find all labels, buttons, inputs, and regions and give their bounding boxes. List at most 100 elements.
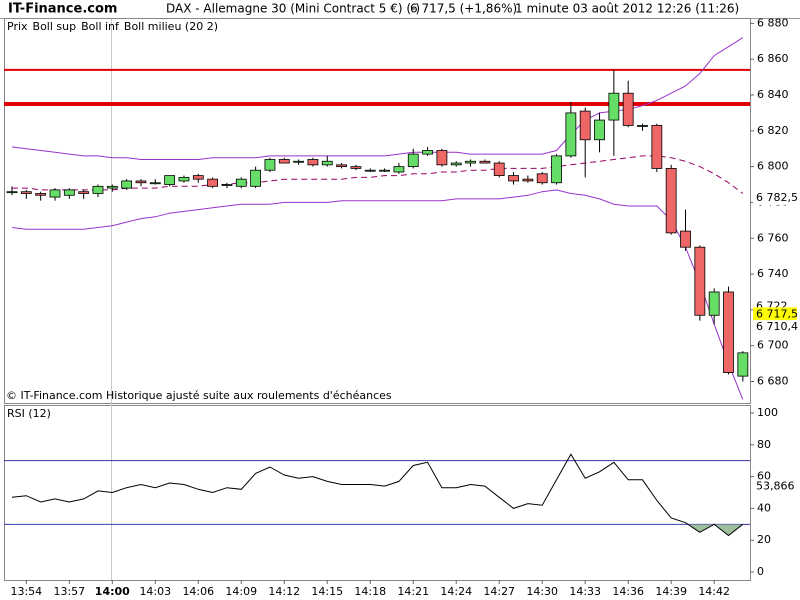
candle-body	[637, 125, 648, 127]
legend-entry: Boll inf	[81, 20, 120, 33]
x-tick-label: 14:12	[268, 585, 300, 598]
y-tick-label: 6 880	[757, 16, 789, 29]
candle-body	[565, 112, 577, 157]
candle-body	[622, 92, 634, 126]
candle-body	[192, 175, 204, 180]
value-tag-box	[753, 320, 797, 335]
candle-body	[465, 160, 476, 164]
value-tag-box	[753, 479, 797, 494]
x-tick-label: 14:00	[95, 585, 130, 598]
candle-body	[221, 184, 233, 186]
y-tick-label: 6 840	[757, 88, 789, 101]
value-tag-box	[753, 307, 797, 322]
candle-body	[235, 178, 247, 187]
candle-body	[407, 153, 419, 168]
y-tick-label: 6 860	[757, 52, 789, 65]
candle-body	[379, 169, 390, 172]
candle-body	[651, 125, 663, 169]
x-tick-label: 14:33	[569, 585, 601, 598]
rsi-line	[11, 453, 744, 537]
x-tick-label: 14:06	[182, 585, 214, 598]
candle-body	[63, 189, 75, 196]
bollinger-line	[11, 189, 744, 400]
x-tick-label: 13:57	[53, 585, 85, 598]
price-info: 6 717,5 (+1,86%)	[410, 2, 517, 16]
x-tick-label: 14:24	[440, 585, 472, 598]
candle-body	[708, 291, 720, 316]
x-tick-label: 14:30	[526, 585, 558, 598]
candle-body	[178, 176, 190, 182]
candle-body	[164, 175, 176, 185]
rsi-panel	[4, 405, 751, 581]
y-tick-label: 6 820	[757, 124, 789, 137]
y-tick-label: 60	[757, 470, 771, 483]
candle-body	[250, 169, 262, 187]
x-tick-label: 14:03	[139, 585, 171, 598]
x-tick-label: 14:15	[311, 585, 343, 598]
candle-body	[551, 155, 562, 184]
chart-title: DAX - Allemagne 30 (Mini Contract 5 €) (…	[166, 2, 420, 16]
x-tick-label: 14:27	[483, 585, 515, 598]
legend-entry: Boll sup	[33, 20, 77, 33]
candle-body	[522, 178, 534, 182]
candle-body	[665, 168, 677, 234]
candle-body	[694, 246, 706, 316]
candle-body	[6, 191, 18, 194]
candle-body	[594, 119, 605, 141]
value-tag: 53,866	[756, 479, 795, 492]
candle-body	[737, 352, 749, 377]
legend-entry: Boll milieu (20 2)	[124, 20, 218, 33]
y-tick-label: 80	[757, 438, 771, 451]
candle-body	[436, 150, 448, 166]
rsi-title: RSI (12)	[7, 407, 51, 420]
candle-body	[508, 175, 519, 182]
y-tick-label: 20	[757, 533, 771, 546]
candle-body	[121, 180, 133, 189]
candle-body	[78, 191, 90, 194]
candle-body	[49, 189, 61, 198]
y-tick-label: 6 740	[757, 267, 789, 280]
y-tick-label: 6 700	[757, 339, 789, 352]
candle-body	[450, 162, 462, 166]
candle-body	[278, 159, 290, 164]
candle-body	[92, 185, 104, 194]
candle-body	[336, 164, 347, 168]
candle-body	[680, 230, 691, 248]
candle-body	[149, 182, 161, 185]
candle-body	[536, 173, 548, 184]
candle-body	[493, 162, 505, 176]
candle-body	[35, 193, 47, 196]
candle-body	[393, 166, 405, 173]
price-panel	[4, 18, 751, 404]
candle-body	[608, 92, 620, 121]
candle-body	[364, 169, 376, 172]
candle-body	[207, 178, 219, 187]
legend-entry: Prix	[7, 20, 28, 33]
candle-body	[307, 159, 319, 166]
chart-note: © IT-Finance.com Historique ajusté suite…	[6, 389, 392, 402]
bollinger-line	[11, 37, 744, 160]
bollinger-line	[12, 155, 744, 194]
value-tag: 6 710,4	[756, 320, 798, 333]
candle-body	[135, 180, 147, 184]
candle-body	[479, 160, 491, 164]
candle-body	[350, 166, 362, 169]
plot-area	[6, 37, 749, 400]
candle-body	[264, 159, 276, 171]
period-info: 1 minute 03 août 2012 12:26 (11:26)	[515, 2, 739, 16]
site-name: IT-Finance.com	[8, 2, 117, 17]
candle-body	[293, 160, 305, 163]
value-tag-box	[753, 190, 797, 205]
y-tick-label: 0	[757, 565, 764, 578]
value-tag: 6 782,5	[756, 191, 798, 204]
candle-body	[106, 185, 118, 189]
x-tick-label: 13:54	[10, 585, 42, 598]
y-tick-label: 6 680	[757, 375, 789, 388]
candle-body	[579, 110, 591, 141]
value-tag: 6 717,5	[756, 307, 798, 320]
x-tick-label: 14:09	[225, 585, 257, 598]
x-tick-label: 14:36	[612, 585, 644, 598]
x-tick-label: 14:18	[354, 585, 386, 598]
